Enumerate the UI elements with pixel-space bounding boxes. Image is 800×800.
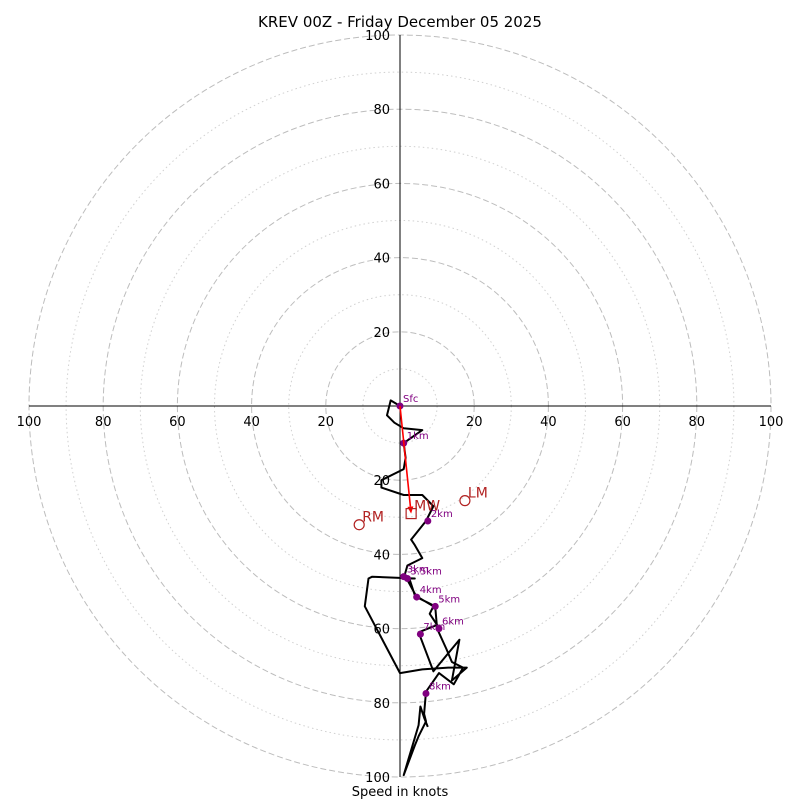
right-mover-marker <box>353 519 365 531</box>
x-tick-right-40: 40 <box>540 415 557 430</box>
y-tick-down-100: 100 <box>365 771 390 786</box>
mean-wind-label: MW <box>414 499 440 515</box>
height-label-6km: 6km <box>442 617 464 628</box>
height-label-3km: 3km <box>407 565 429 576</box>
height-label-4km: 4km <box>420 585 442 596</box>
y-tick-up-40: 40 <box>373 252 390 267</box>
left-mover-label: LM <box>468 486 488 502</box>
y-tick-down-40: 40 <box>373 548 390 563</box>
x-tick-right-20: 20 <box>466 415 483 430</box>
x-tick-left-80: 80 <box>95 415 112 430</box>
height-marker-3.5km <box>403 575 411 583</box>
hodograph-trace <box>363 399 468 777</box>
y-tick-up-20: 20 <box>373 326 390 341</box>
mean-wind-vector <box>399 405 412 507</box>
x-tick-left-100: 100 <box>17 415 42 430</box>
x-tick-right-100: 100 <box>759 415 784 430</box>
x-axis-label: Speed in knots <box>352 785 449 800</box>
height-marker-6km <box>435 625 443 633</box>
height-marker-8km <box>422 690 430 698</box>
mean-wind-marker <box>405 507 417 520</box>
height-marker-4km <box>413 593 421 601</box>
height-label-2km: 2km <box>431 509 453 520</box>
height-marker-7km <box>416 630 424 638</box>
y-tick-up-100: 100 <box>365 29 390 44</box>
left-mover-marker <box>459 495 471 507</box>
x-tick-left-40: 40 <box>243 415 260 430</box>
height-marker-5km <box>431 602 439 610</box>
height-label-5km: 5km <box>438 594 460 605</box>
y-tick-up-60: 60 <box>373 177 390 192</box>
x-tick-left-20: 20 <box>318 415 335 430</box>
height-label-7km: 7km <box>423 622 445 633</box>
storm-motion-markers: LM RM MW <box>353 405 488 531</box>
y-tick-up-80: 80 <box>373 103 390 118</box>
x-tick-right-60: 60 <box>614 415 631 430</box>
height-label-Sfc: Sfc <box>403 394 418 405</box>
y-tick-down-60: 60 <box>373 623 390 638</box>
mean-wind-arrowhead <box>407 506 414 514</box>
tick-labels: 100 80 60 40 20 20 40 60 80 100204060801002040608… <box>17 29 784 786</box>
right-mover-label: RM <box>362 510 384 526</box>
height-label-3.5km: 3.5km <box>410 567 441 578</box>
height-label-8km: 8km <box>429 682 451 693</box>
y-tick-down-80: 80 <box>373 697 390 712</box>
height-marker-2km <box>424 517 432 525</box>
height-label-1km: 1km <box>407 431 429 442</box>
x-tick-left-60: 60 <box>169 415 186 430</box>
x-tick-right-80: 80 <box>689 415 706 430</box>
hodograph-trace-layer <box>363 399 468 777</box>
chart-title: KREV 00Z - Friday December 05 2025 <box>258 13 542 31</box>
